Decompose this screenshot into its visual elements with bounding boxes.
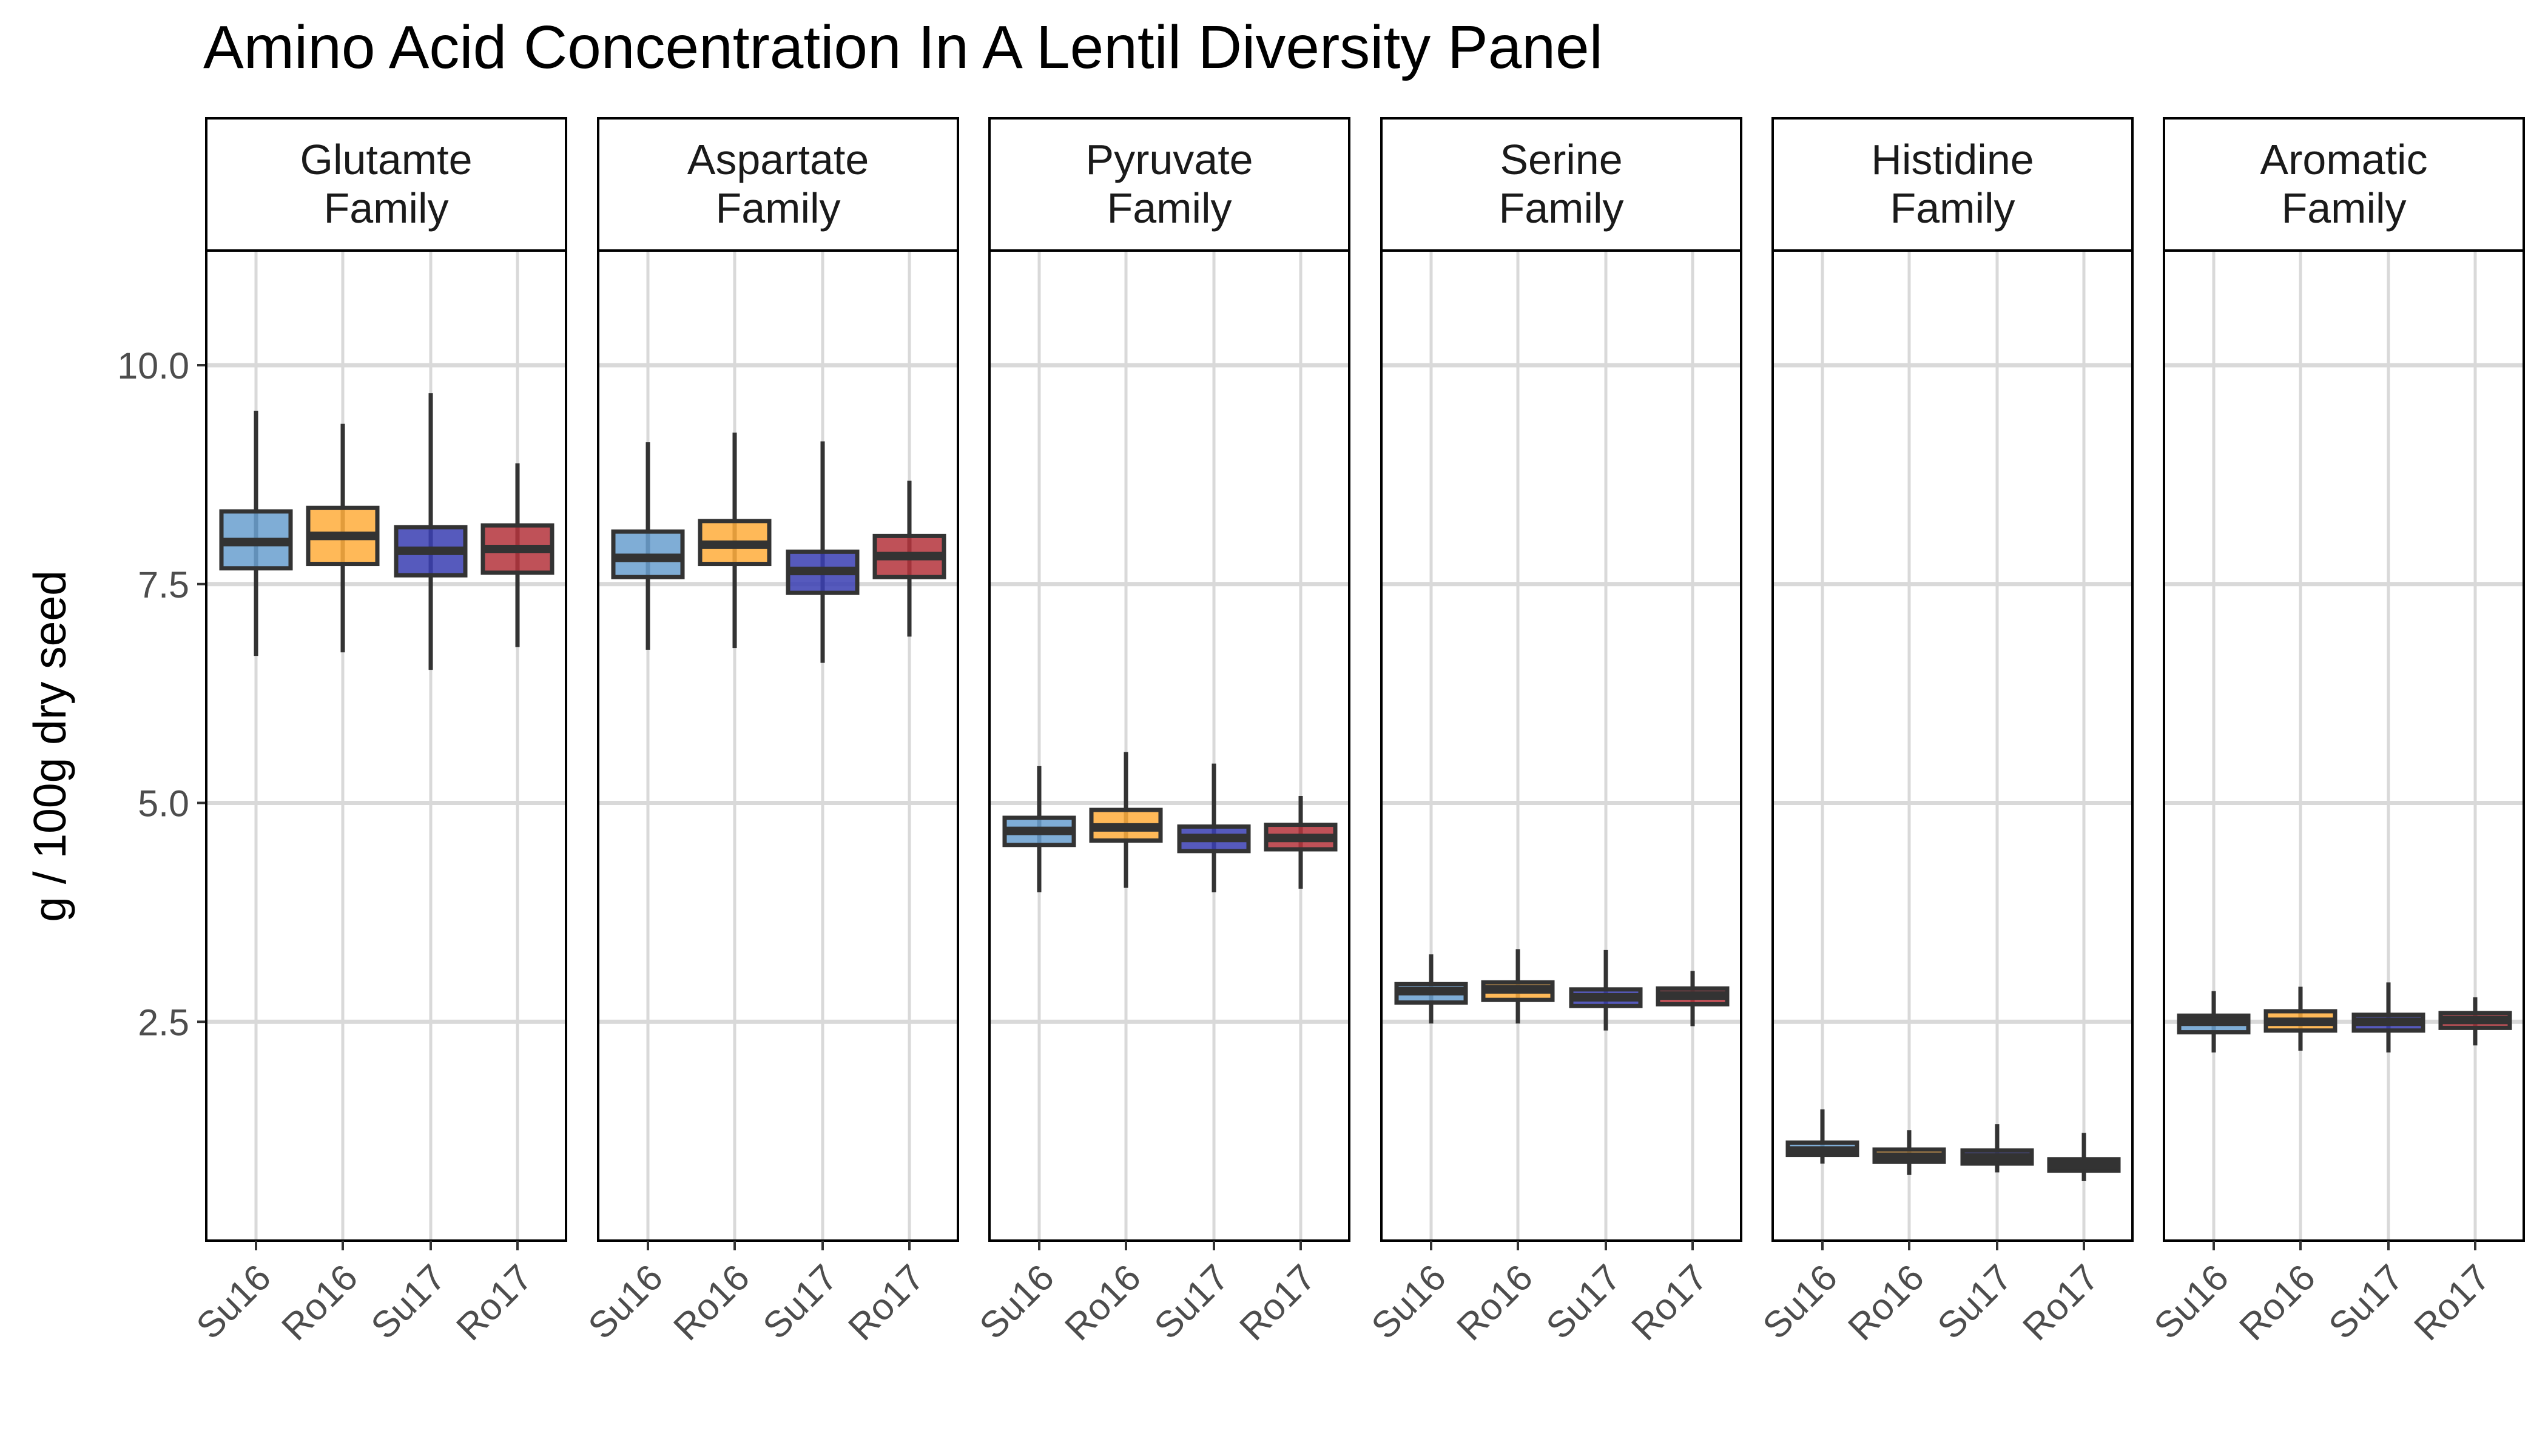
boxplot-Su16 (219, 411, 293, 656)
boxplot-Su16 (2177, 991, 2251, 1053)
boxplot-Ro17 (872, 480, 946, 637)
chart-title: Amino Acid Concentration In A Lentil Div… (203, 13, 1603, 81)
facet-panel-border (1771, 249, 2134, 1242)
boxplot-Ro17 (2438, 997, 2512, 1046)
boxplot-Su16 (611, 442, 685, 650)
boxplot-Ro17 (480, 463, 554, 647)
facet-strip-label: Family (715, 184, 840, 232)
boxplot-Su16 (1394, 954, 1468, 1024)
facet-strip-label: Family (323, 184, 448, 232)
boxplot-Ro16 (1481, 949, 1555, 1024)
boxplot-Su17 (1960, 1124, 2034, 1173)
boxplot-Ro17 (1264, 795, 1338, 889)
boxplot-Ro16 (306, 423, 380, 653)
facet-strip (1771, 117, 2134, 252)
boxplot-Ro16 (2263, 986, 2337, 1051)
facet-strip (2163, 117, 2525, 252)
y-tick-label: 2.5 (138, 1002, 189, 1043)
facet-panel-border (1380, 249, 1742, 1242)
facet-plot-background (1773, 251, 2132, 1241)
boxplot-Su17 (1177, 763, 1251, 892)
facet-strip-label: Histidine (1871, 136, 2034, 183)
facet-panel-border (597, 249, 959, 1242)
y-tick-label: 5.0 (138, 783, 189, 824)
boxplot-Su17 (394, 393, 468, 670)
facet-strip-label: Family (1107, 184, 1232, 232)
y-axis: 2.5 5.0 7.5 10.0 (117, 345, 206, 1043)
facet-strip-label: Family (1498, 184, 1623, 232)
boxplot-Ro16 (698, 433, 772, 649)
facet-strip-label: Family (2281, 184, 2406, 232)
facet-plot-background (989, 251, 1349, 1241)
y-axis-label: g / 100g dry seed (24, 570, 75, 922)
facet-panel-border (205, 249, 567, 1242)
facet-strip-label: Aromatic (2260, 136, 2427, 183)
facet-plot-background (206, 251, 566, 1241)
facet-plot-background (598, 251, 958, 1241)
facet-strip-label: Family (1890, 184, 2015, 232)
facet-panel-border (2163, 249, 2525, 1242)
boxplot-Ro16 (1089, 752, 1163, 888)
boxplot-Su16 (1785, 1109, 1859, 1164)
boxplot-Ro17 (2047, 1133, 2121, 1181)
facet-strip-label: Pyruvate (1085, 136, 1253, 183)
facet-strip (988, 117, 1350, 252)
facet-strip (205, 117, 567, 252)
facet-plot-background (1381, 251, 1741, 1241)
facet-plot-background (2164, 251, 2524, 1241)
facet-strip-label: Aspartate (687, 136, 869, 183)
facet-strip-label: Glutamte (300, 136, 473, 183)
facet-strip (597, 117, 959, 252)
facet-strip (1380, 117, 1742, 252)
boxplot-Ro17 (1656, 971, 1730, 1026)
y-tick-label: 7.5 (138, 564, 189, 605)
facet-panel-border (988, 249, 1350, 1242)
boxplot-Su17 (2351, 982, 2425, 1053)
boxplot-Ro16 (1872, 1130, 1946, 1175)
boxplot-Su17 (786, 441, 860, 663)
boxplot-Su17 (1569, 949, 1643, 1031)
boxplot-Su16 (1002, 766, 1076, 892)
facet-strip-label: Serine (1500, 136, 1622, 183)
y-tick-label: 10.0 (117, 345, 189, 386)
